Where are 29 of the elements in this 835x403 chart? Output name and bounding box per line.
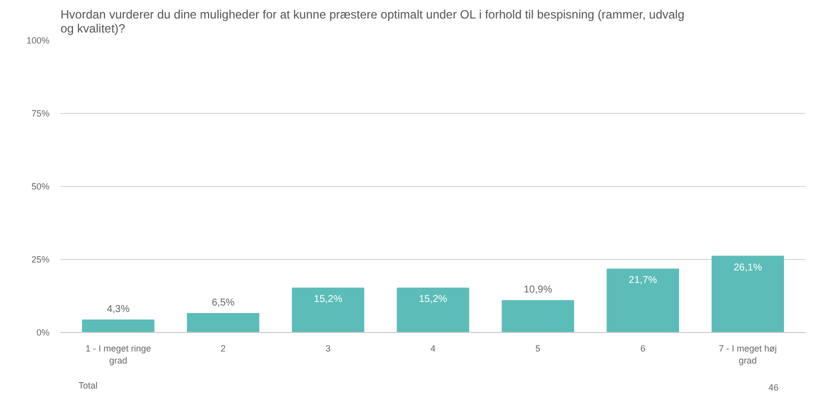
- y-tick-label: 25%: [31, 254, 50, 264]
- y-tick-label: 75%: [31, 108, 50, 118]
- text: Total: [78, 380, 98, 390]
- bar: [82, 319, 154, 332]
- x-tick-label: 2: [220, 344, 226, 354]
- data-label: 15,2%: [418, 294, 448, 306]
- bar: [712, 256, 784, 332]
- x-tick-label: 7 - I meget høj grad: [718, 344, 777, 366]
- x-tick-label: 3: [326, 344, 331, 354]
- x-tick-label: 5: [535, 344, 540, 354]
- x-tick-label: 1 - I meget ringe grad: [85, 344, 151, 366]
- bar: [396, 288, 470, 332]
- bar: [292, 288, 364, 332]
- x-tick-label: 4: [430, 344, 436, 354]
- y-tick-label: 0%: [36, 328, 50, 338]
- y-tick-label: 100%: [26, 36, 50, 46]
- text: 46: [768, 382, 779, 392]
- y-tick-label: 50%: [31, 182, 50, 192]
- bar: [186, 313, 260, 332]
- bar: [502, 300, 574, 332]
- x-tick-label: 6: [640, 344, 646, 354]
- chart-title: Hvordan vurderer du dine muligheder for at kunne præstere optimalt under OL i forhold til bespisning (rammer, udvalg og kvalitet)?: [60, 8, 684, 36]
- data-label: 10,9%: [524, 284, 552, 296]
- data-label: 6,5%: [212, 298, 235, 309]
- data-label: 4,3%: [106, 304, 130, 315]
- data-label: 26,1%: [734, 262, 762, 274]
- data-label: 21,7%: [628, 275, 658, 286]
- data-label: 15,2%: [314, 294, 342, 306]
- bar: [606, 268, 680, 332]
